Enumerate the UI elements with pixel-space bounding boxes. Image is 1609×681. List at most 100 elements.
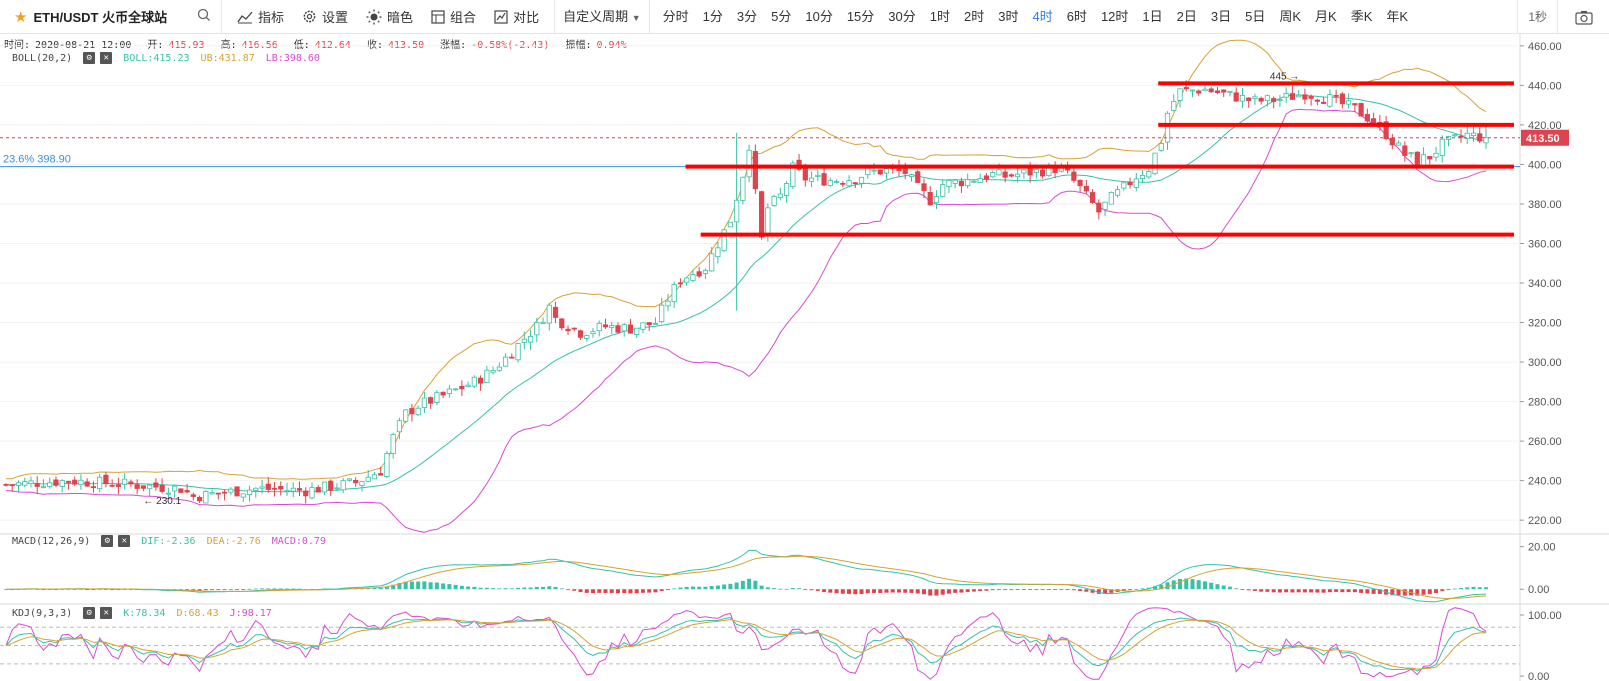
candle-body <box>1427 156 1433 160</box>
candle-body <box>1239 95 1246 102</box>
compare-button[interactable]: 对比 <box>485 0 548 34</box>
macd-histogram-bar <box>1446 589 1451 591</box>
kdj-settings-icon[interactable]: ⚙ <box>83 607 96 619</box>
period-tab[interactable]: 3分 <box>736 8 758 24</box>
period-tab[interactable]: 12时 <box>1100 8 1129 24</box>
symbol-selector[interactable]: ★ ETH/USDT 火币全球站 <box>0 0 222 34</box>
candle-body <box>1202 88 1208 92</box>
candle-body <box>534 321 540 336</box>
period-tab[interactable]: 6时 <box>1066 8 1087 24</box>
last-price-label: 413.50 <box>1526 133 1560 145</box>
period-tab[interactable]: 月K <box>1315 8 1337 24</box>
period-tab[interactable]: 3时 <box>998 8 1019 24</box>
star-icon[interactable]: ★ <box>14 8 28 26</box>
candle-body <box>53 479 59 486</box>
macd-histogram-bar <box>790 588 795 590</box>
kdj-d-value: D:68.43 <box>176 608 219 619</box>
candle-body <box>284 490 290 492</box>
candle-body <box>652 322 659 325</box>
macd-histogram-bar <box>1352 589 1357 593</box>
candle-body <box>777 193 783 199</box>
period-tab[interactable]: 5分 <box>771 8 792 24</box>
period-tab[interactable]: 4时 <box>1032 8 1053 24</box>
macd-histogram-bar <box>1090 589 1095 593</box>
candle-body <box>428 397 434 404</box>
macd-histogram-bar <box>1284 589 1289 593</box>
price-chart[interactable]: 220.00 240.00 260.00 280.00 300.00 320.00 340.… <box>0 34 1609 681</box>
candle-body <box>477 377 484 384</box>
macd-histogram-bar <box>203 589 208 591</box>
period-tab[interactable]: 1日 <box>1142 8 1163 24</box>
macd-histogram-bar <box>1059 589 1064 591</box>
candle-body <box>527 335 534 343</box>
candle-body <box>1364 114 1370 122</box>
price-tick-label: 240.00 <box>1528 476 1562 488</box>
period-tab[interactable]: 1分 <box>702 8 723 24</box>
candle-body <box>65 480 72 483</box>
candle-body <box>1221 89 1227 93</box>
macd-dea-value: DEA:-2.76 <box>206 536 261 547</box>
macd-histogram-bar <box>253 588 258 590</box>
custom-period-dropdown[interactable]: 自定义周期 ▼ <box>555 0 650 34</box>
dark-mode-button[interactable]: 暗色 <box>357 0 422 34</box>
boll-close-icon[interactable]: ✕ <box>100 52 113 64</box>
macd-histogram-bar <box>409 581 414 590</box>
period-tab[interactable]: 15分 <box>846 8 875 24</box>
candle-body <box>852 182 858 185</box>
period-tab[interactable]: 年K <box>1386 8 1409 24</box>
candle-body <box>215 492 221 495</box>
candle-body <box>390 434 396 454</box>
high-marker-label: 445 → <box>1270 72 1299 83</box>
macd-histogram-bar <box>472 586 477 590</box>
search-icon[interactable] <box>197 8 211 22</box>
candle-body <box>640 322 646 330</box>
candle-body <box>665 300 671 307</box>
macd-histogram-bar <box>1327 589 1332 593</box>
screenshot-button[interactable] <box>1557 0 1609 34</box>
macd-histogram-bar <box>840 589 845 594</box>
period-tab[interactable]: 分时 <box>662 8 689 24</box>
macd-histogram-bar <box>896 589 901 593</box>
period-tab[interactable]: 2日 <box>1176 8 1197 24</box>
kdj-name: KDJ(9,3,3) <box>12 608 73 619</box>
macd-histogram-bar <box>715 585 720 590</box>
macd-histogram-bar <box>1084 589 1089 592</box>
macd-histogram-bar <box>884 589 889 593</box>
candle-body <box>103 474 109 485</box>
candle-body <box>746 149 752 178</box>
candle-body <box>559 318 565 329</box>
candle-body <box>1314 99 1320 102</box>
period-tab[interactable]: 5日 <box>1245 8 1266 24</box>
candle-body <box>1321 101 1327 104</box>
macd-close-icon[interactable]: ✕ <box>118 535 131 547</box>
period-tab[interactable]: 10分 <box>805 8 833 24</box>
macd-settings-icon[interactable]: ⚙ <box>101 535 114 547</box>
period-tab[interactable]: 3日 <box>1210 8 1232 24</box>
macd-histogram-bar <box>1434 589 1439 594</box>
candle-body <box>515 343 521 361</box>
period-tab[interactable]: 30分 <box>888 8 916 24</box>
candle-body <box>1189 89 1196 92</box>
settings-button[interactable]: 设置 <box>293 0 357 34</box>
period-tab[interactable]: 季K <box>1350 8 1373 24</box>
macd-histogram-bar <box>1034 589 1039 591</box>
candle-body <box>908 174 915 177</box>
macd-histogram-bar <box>403 581 408 590</box>
candle-body <box>1152 152 1158 175</box>
indicator-button[interactable]: 指标 <box>228 0 293 34</box>
candle-body <box>634 327 640 335</box>
candle-body <box>1164 112 1171 143</box>
candle-body <box>627 324 634 334</box>
kdj-close-icon[interactable]: ✕ <box>100 607 113 619</box>
refresh-interval[interactable]: 1秒 <box>1517 0 1557 34</box>
macd-tick-label: 0.00 <box>1528 584 1549 596</box>
layout-button[interactable]: 组合 <box>422 0 485 34</box>
period-tab[interactable]: 周K <box>1279 8 1302 24</box>
candle-body <box>877 169 883 175</box>
period-tab[interactable]: 2时 <box>964 8 985 24</box>
macd-histogram-bar <box>1421 589 1426 595</box>
price-tick-label: 420.00 <box>1528 120 1562 132</box>
period-tab[interactable]: 1时 <box>929 8 950 24</box>
boll-settings-icon[interactable]: ⚙ <box>83 52 96 64</box>
macd-histogram-bar <box>984 589 989 591</box>
